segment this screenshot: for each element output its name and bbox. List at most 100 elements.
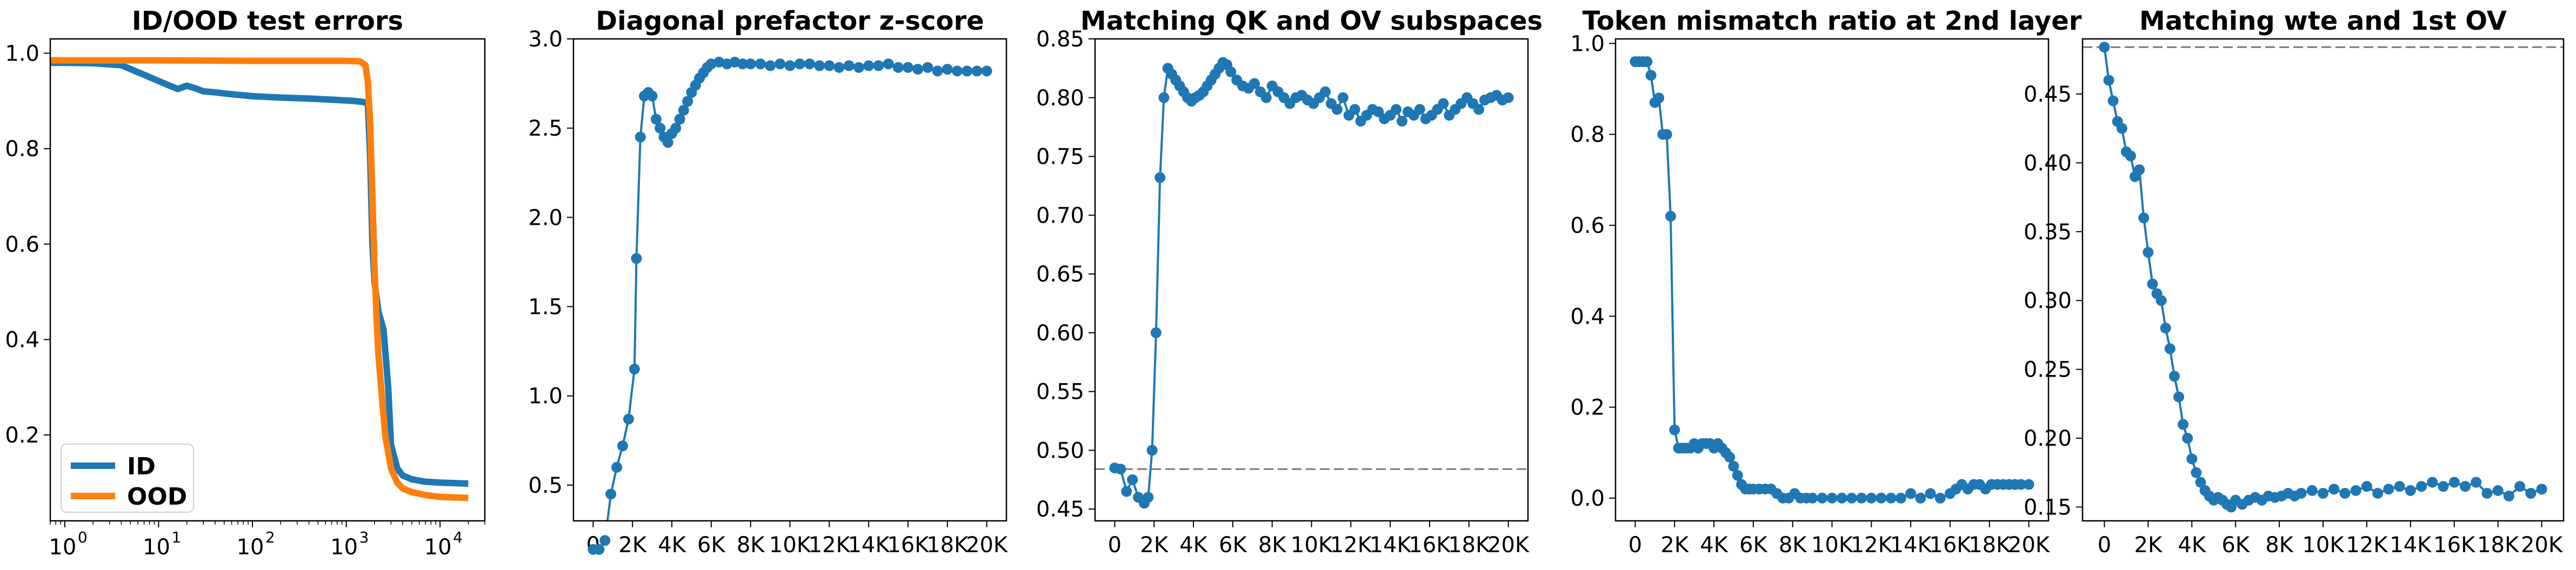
data-point [2147,278,2158,290]
data-point [1150,327,1162,338]
data-point [883,58,894,70]
chart-title: Matching wte and 1st OV [2139,6,2507,36]
data-point [1925,488,1936,499]
chart-panel-5: Matching wte and 1st OV 0.15 0.20 0.25 0.30 0… [2024,6,2565,558]
data-point [912,64,924,75]
data-point [2339,488,2351,499]
x-tick-label: 6K [1219,533,1247,558]
data-point [1319,86,1331,97]
data-point [2295,488,2307,499]
data-point [1331,104,1343,115]
x-tick-label-exponent: 2 [265,528,275,546]
data-point [2099,42,2110,53]
data-point [611,461,623,473]
x-tick-label: 10K [1811,533,1854,558]
y-tick-label: 0.6 [1570,213,1605,238]
data-point [1225,66,1237,77]
data-point [599,535,611,546]
series-line [2103,47,2542,508]
data-point [1396,116,1407,127]
x-tick-label: 8K [2265,533,2294,558]
data-point [2328,484,2340,495]
data-point [863,60,875,71]
data-point [833,62,845,73]
x-tick-label: 10 [330,535,358,560]
data-point [2318,488,2328,499]
x-tick-label: 20K [966,533,1009,558]
data-point [2178,419,2189,430]
x-tick-label: 10 [237,535,264,560]
data-point [1337,92,1349,103]
data-point [1885,492,1897,504]
data-point [755,58,766,70]
chart-title: Token mismatch ratio at 2nd layer [1583,6,2082,36]
x-tick-label: 20K [2008,533,2051,558]
y-tick-label: 0.35 [2024,220,2072,245]
x-tick-label: 8K [737,533,765,558]
data-point [2416,481,2427,492]
data-point [1645,70,1657,81]
data-point [1836,492,1847,504]
data-point [2125,150,2136,162]
y-tick-label: 0.20 [2024,426,2072,451]
data-point [2438,481,2449,492]
x-tick-label: 10 [143,535,170,560]
x-tick-label: 0 [1629,533,1642,558]
y-tick-label: 1.0 [5,41,39,66]
x-tick-label-exponent: 0 [78,528,88,546]
data-point [2107,95,2119,106]
y-tick-label: 0.45 [2024,82,2072,107]
x-tick-label: 12K [809,533,851,558]
data-point [932,65,943,77]
data-point [662,137,673,148]
x-tick-label: 14K [848,533,891,558]
y-tick-label: 0.50 [1036,438,1084,463]
data-point [2182,433,2193,444]
x-tick-label: 10K [1291,533,1333,558]
x-tick-label-exponent: 4 [453,528,463,546]
data-point [2427,477,2438,488]
x-tick-label: 10K [769,533,812,558]
data-point [775,58,786,70]
x-tick-label: 2K [1660,533,1689,558]
data-point [2448,477,2460,488]
y-tick-label: 0.25 [2024,358,2072,383]
y-tick-label: 0.0 [1570,486,1605,511]
data-point [814,60,825,71]
data-point [942,64,953,75]
data-point [1473,104,1484,115]
y-tick-label: 0.30 [2024,289,2072,313]
plot-frame [1094,38,1529,522]
data-point [892,62,904,73]
y-tick-label: 0.8 [1570,123,1605,147]
x-tick-label: 12K [1330,533,1373,558]
data-point [2459,481,2471,492]
data-point [629,364,640,375]
x-tick-label: 16K [2433,533,2476,558]
x-tick-label: 18K [1448,533,1491,558]
data-point [2186,453,2198,465]
x-tick-label: 6K [1739,533,1768,558]
x-tick-label: 16K [1929,533,1972,558]
data-point [682,96,693,107]
y-tick-label: 0.85 [1036,27,1084,52]
y-tick-label: 1.5 [528,295,563,320]
y-tick-label: 0.75 [1036,145,1084,170]
data-point [1866,492,1877,504]
data-point [804,58,815,70]
x-tick-label-exponent: 3 [359,528,369,546]
data-point [922,62,933,73]
data-point [650,113,662,125]
data-point [1661,129,1672,140]
x-tick-label: 14K [2390,533,2432,558]
series-line [1635,61,2029,499]
data-point [2481,488,2493,499]
y-tick-label: 0.2 [5,423,39,448]
y-tick-label: 0.65 [1036,262,1084,287]
plot-frame [49,38,486,522]
data-point [1669,424,1680,435]
data-point [2471,477,2482,488]
y-tick-label: 0.80 [1036,86,1084,111]
legend-label-ood: OOD [127,483,187,511]
x-tick-label: 4K [1700,533,1729,558]
